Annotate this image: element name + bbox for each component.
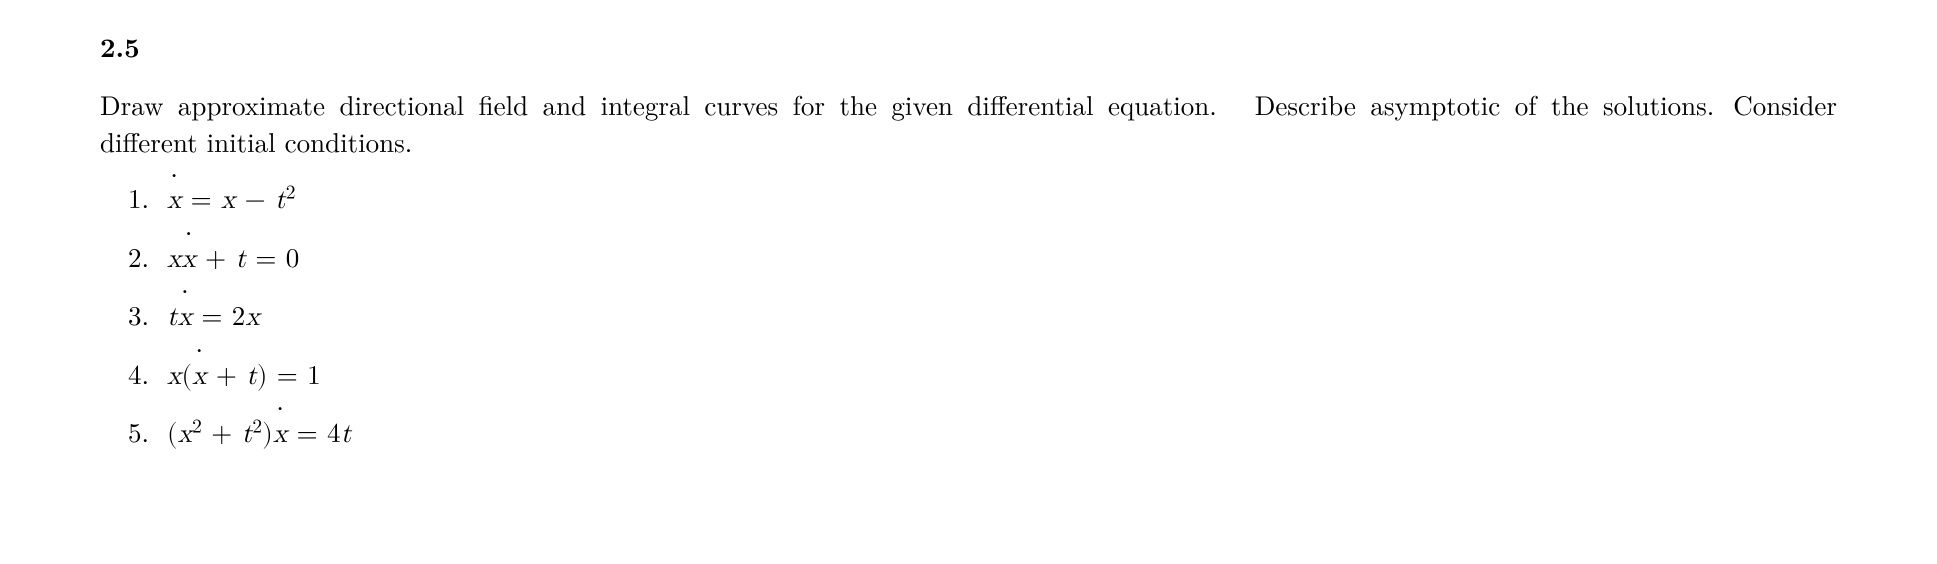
item-equation: xx + t = 0: [167, 246, 299, 273]
page: 2.5 Draw approximate directional field a…: [0, 0, 1937, 500]
item-equation: x = x − t2: [167, 187, 296, 214]
item-number: 1.: [128, 179, 158, 215]
exercise-prompt: Draw approximate directional field and i…: [100, 86, 1837, 159]
item-number: 3.: [128, 296, 158, 332]
item-number: 4.: [128, 355, 158, 391]
problem-item: 2. xx + t = 0: [128, 238, 1837, 278]
problem-item: 1. x = x − t2: [128, 179, 1837, 219]
item-number: 5.: [128, 413, 158, 449]
item-equation: x(x + t) = 1: [167, 363, 321, 390]
item-number: 2.: [128, 238, 158, 274]
problem-list: 1. x = x − t2 2. xx + t = 0 3. tx = 2x 4…: [128, 179, 1837, 453]
item-equation: tx = 2x: [167, 304, 260, 331]
item-equation: (x2 + t2)x = 4t: [167, 421, 351, 448]
problem-item: 3. tx = 2x: [128, 296, 1837, 336]
section-number: 2.5: [100, 28, 1837, 64]
problem-item: 4. x(x + t) = 1: [128, 355, 1837, 395]
problem-item: 5. (x2 + t2)x = 4t: [128, 413, 1837, 453]
